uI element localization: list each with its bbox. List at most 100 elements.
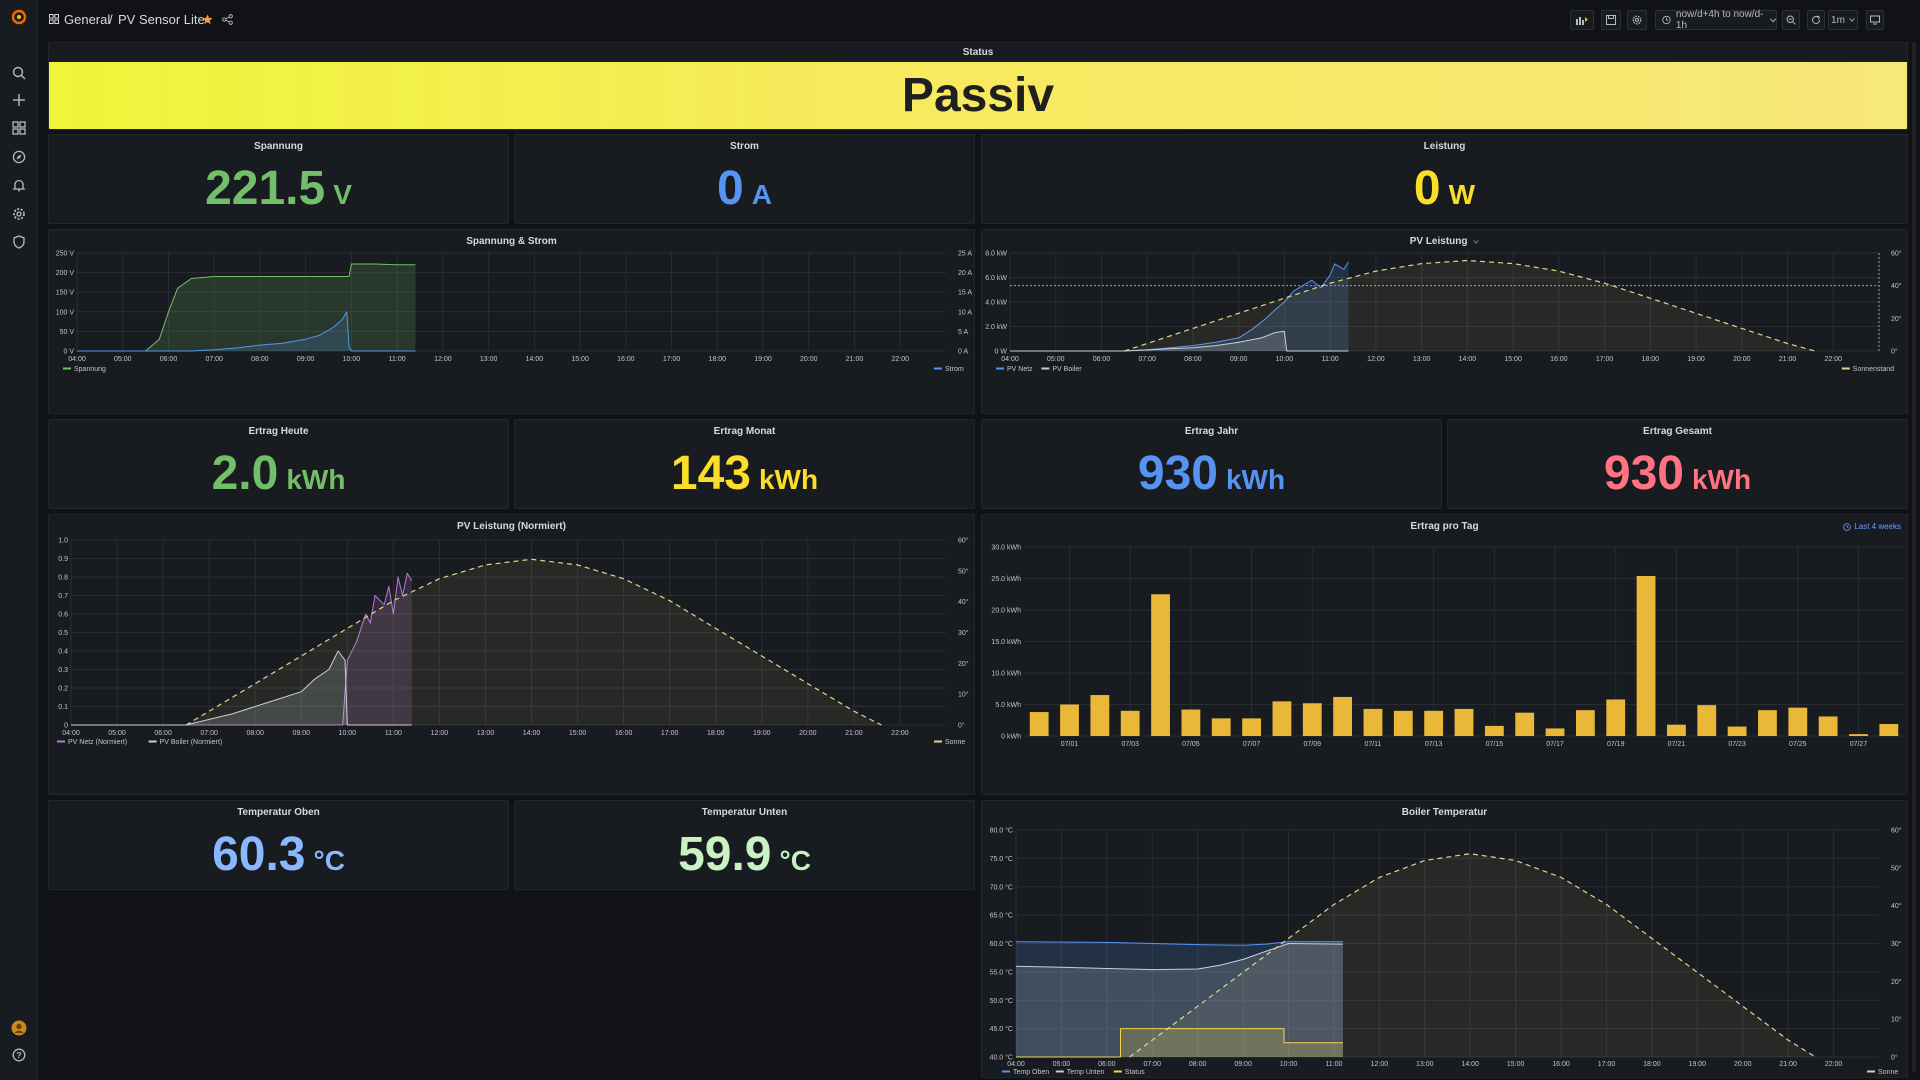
zoom-out-button[interactable] (1782, 10, 1800, 30)
bell-icon[interactable] (10, 176, 28, 194)
x-tick-label: 12:00 (1367, 356, 1385, 363)
stat-unit: W (1448, 179, 1476, 210)
y2-tick-label: 40° (1891, 902, 1902, 910)
y-tick-label: 0 (64, 723, 68, 730)
plus-icon[interactable] (10, 91, 28, 109)
x-tick-label: 07/13 (1425, 741, 1443, 748)
share-icon[interactable] (222, 14, 233, 25)
x-tick-label: 11:00 (389, 356, 406, 363)
bar (1545, 728, 1565, 736)
x-tick-label: 06:00 (154, 730, 172, 737)
shield-icon[interactable] (10, 233, 28, 251)
y2-tick-label: 0 A (958, 349, 968, 356)
zoom-out-icon (1786, 15, 1796, 25)
series-line (77, 263, 416, 352)
dashboard-settings-button[interactable] (1627, 10, 1647, 30)
x-tick-label: 22:00 (1825, 1061, 1843, 1068)
series-area (1016, 1028, 1343, 1057)
y-tick-label: 0.4 (58, 649, 68, 656)
explore-icon[interactable] (10, 148, 28, 166)
x-tick-label: 07/17 (1546, 741, 1564, 748)
panel-title: Ertrag pro Tag (1410, 521, 1479, 532)
bar (1818, 716, 1838, 736)
x-tick-label: 07/19 (1607, 741, 1625, 748)
ertrag-heute-panel: Ertrag Heute 2.0 kWh (48, 419, 509, 509)
y-tick-label: 200 V (56, 270, 75, 277)
y-tick-label: 80.0 °C (990, 827, 1013, 835)
star-icon[interactable] (202, 14, 213, 25)
time-override-label: Last 4 weeks (1854, 522, 1901, 531)
panel-title: Spannung & Strom (466, 236, 557, 247)
ertrag-pro-tag-chart: 0 kWh 5.0 kWh 10.0 kWh 15.0 kWh 20.0 kWh 25.0… (991, 545, 1904, 748)
y-tick-label: 0.6 (58, 612, 68, 619)
scrollbar[interactable] (1912, 42, 1916, 1072)
x-tick-label: 13:00 (1416, 1061, 1434, 1068)
pv-leistung-panel: PV Leistung 0 W 2.0 kW 4.0 kW 6.0 kW 8.0 kW 0… (981, 229, 1908, 414)
tv-mode-button[interactable] (1866, 10, 1884, 30)
bar (1424, 710, 1444, 736)
y2-tick-label: 50° (958, 567, 969, 575)
bar (1575, 710, 1595, 736)
clock-icon (1662, 15, 1671, 25)
search-icon[interactable] (10, 64, 28, 82)
refresh-icon (1812, 15, 1821, 25)
time-override-badge: Last 4 weeks (1843, 522, 1901, 531)
bar (1302, 703, 1322, 736)
y-tick-label: 45.0 °C (990, 1025, 1013, 1033)
breadcrumb-dashboard[interactable]: PV Sensor Lite (118, 12, 205, 27)
x-tick-label: 09:00 (297, 356, 315, 363)
bar (1333, 696, 1353, 736)
y-tick-label: 70.0 °C (990, 883, 1013, 891)
x-tick-label: 07/09 (1304, 741, 1322, 748)
bar (1879, 724, 1899, 736)
add-panel-button[interactable] (1570, 10, 1594, 30)
boiler-temperatur-chart: 40.0 °C 45.0 °C 50.0 °C 55.0 °C 60.0 °C 65.0 … (990, 827, 1902, 1077)
x-tick-label: 07/05 (1182, 741, 1200, 748)
x-tick-label: 19:00 (754, 356, 772, 363)
bar (1758, 710, 1777, 736)
stat-value: 60.3 (212, 828, 306, 881)
bar (1454, 708, 1474, 736)
stat-unit: A (751, 179, 772, 210)
stat-unit: V (333, 179, 352, 210)
y-tick-label: 20.0 kWh (991, 608, 1021, 615)
x-tick-label: 16:00 (1550, 356, 1568, 363)
user-avatar-icon[interactable] (10, 1019, 28, 1037)
x-tick-label: 20:00 (799, 730, 817, 737)
pv-leistung-chart: 0 W 2.0 kW 4.0 kW 6.0 kW 8.0 kW 0° 20° 40° 60° 04… (985, 250, 1902, 374)
help-icon[interactable]: ? (10, 1046, 28, 1064)
x-tick-label: 17:00 (661, 730, 679, 737)
x-tick-label: 06:00 (1093, 356, 1111, 363)
panel-title[interactable]: PV Leistung (982, 236, 1907, 247)
y-tick-label: 100 V (56, 309, 75, 316)
save-dashboard-button[interactable] (1601, 10, 1621, 30)
series-line (77, 311, 416, 352)
series-line (185, 558, 882, 726)
legend-label: Status (1125, 1069, 1145, 1076)
y-tick-label: 75.0 °C (990, 855, 1013, 863)
grafana-logo-icon[interactable] (10, 8, 28, 26)
y2-tick-label: 0° (958, 722, 965, 730)
refresh-interval-picker[interactable]: 1m (1828, 10, 1858, 30)
chevron-down-icon (1849, 18, 1855, 22)
breadcrumb-folder[interactable]: General (64, 12, 111, 27)
pv-leistung-normiert-panel: PV Leistung (Normiert) 0 0.1 0.2 0.3 0.4 0.5 0… (48, 514, 975, 795)
time-range-picker[interactable]: now/d+4h to now/d-1h (1655, 9, 1777, 31)
y2-tick-label: 40° (958, 598, 969, 606)
stat-unit: kWh (758, 464, 819, 495)
x-tick-label: 22:00 (891, 730, 909, 737)
gear-icon[interactable] (10, 205, 28, 223)
ertrag-pro-tag-panel: Ertrag pro Tag Last 4 weeks 0 kWh 5.0 kWh… (981, 514, 1908, 795)
series-area (77, 264, 416, 351)
bar (1120, 710, 1140, 736)
y2-tick-label: 60° (1891, 250, 1902, 258)
ertrag-jahr-panel: Ertrag Jahr 930 kWh (981, 419, 1442, 509)
refresh-button[interactable] (1807, 10, 1825, 30)
dashboards-icon[interactable] (10, 119, 28, 137)
time-range-label: now/d+4h to now/d-1h (1675, 9, 1764, 31)
stat-value: 2.0 (211, 447, 279, 500)
y2-tick-label: 60° (958, 537, 969, 545)
breadcrumb-separator: / (109, 12, 113, 27)
x-tick-label: 10:00 (1280, 1061, 1298, 1068)
